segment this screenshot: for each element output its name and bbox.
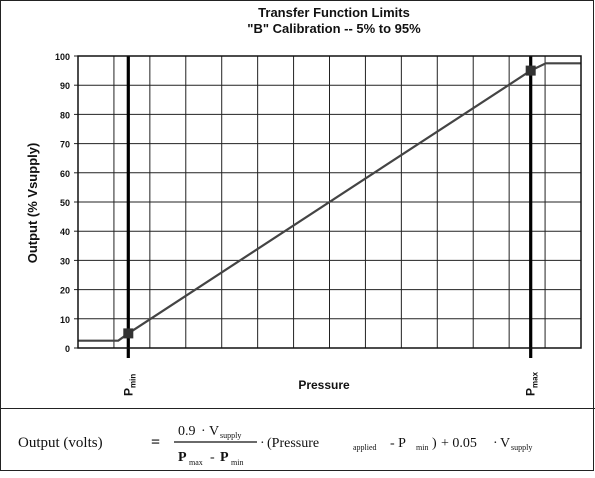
formula-mid-close: )	[432, 436, 437, 451]
y-tick-label: 100	[55, 52, 70, 62]
formula-tail-sub: supply	[511, 443, 532, 452]
formula-mid-open: (Pressure	[267, 436, 319, 451]
formula-lhs: Output (volts)	[18, 435, 103, 451]
formula-den-p1: P	[178, 450, 187, 465]
y-tick-label: 0	[65, 344, 70, 354]
series-line	[78, 62, 581, 342]
y-tick-label: 10	[60, 315, 70, 325]
plot-frame	[77, 55, 582, 349]
y-tick-label: 40	[60, 227, 70, 237]
formula-num-dot: ·	[201, 424, 206, 439]
series-lines	[78, 62, 581, 342]
y-tick-label: 30	[60, 256, 70, 266]
formula-mid-minus: - P	[390, 436, 406, 451]
formula-plus: + 0.05	[441, 436, 477, 451]
marker-label-pmax: Pmax	[524, 371, 540, 396]
formula-num-v-sub: supply	[220, 431, 241, 440]
formula-mid-pmin-sub: min	[416, 443, 428, 452]
x-markers: Pmin Pmax	[121, 56, 540, 396]
y-tick-label: 50	[60, 198, 70, 208]
x-axis-label: Pressure	[298, 378, 350, 392]
formula-graphic: Output (volts) = 0.9 · V supply P max - …	[18, 424, 532, 467]
transfer-function-chart: 0 10 20 30 40 50 60 70 80 90 100 Pmin Pmax Transfer…	[25, 5, 582, 396]
formula-mid-dot: ·	[260, 436, 265, 451]
y-tick-label: 20	[60, 286, 70, 296]
y-tick-label: 60	[60, 169, 70, 179]
plot-area-border	[77, 55, 582, 349]
formula-num-coef: 0.9	[178, 424, 196, 439]
formula-num-v: V	[209, 424, 219, 439]
y-axis-label: Output (% Vsupply)	[25, 143, 40, 264]
formula-den-p2-sub: min	[231, 458, 243, 467]
y-tick-label: 70	[60, 140, 70, 150]
chart-subtitle: "B" Calibration -- 5% to 95%	[247, 21, 421, 36]
transfer-function-formula: Output (volts) = 0.9 · V supply P max - …	[1, 408, 595, 472]
formula-den-minus: -	[210, 450, 215, 465]
formula-equals: =	[151, 434, 160, 451]
formula-tail-dot: ·	[493, 436, 498, 451]
grid-lines	[74, 55, 581, 349]
formula-den-p1-sub: max	[189, 458, 203, 467]
y-tick-label: 90	[60, 81, 70, 91]
y-tick-labels: 0 10 20 30 40 50 60 70 80 90 100	[55, 52, 70, 354]
formula-mid-sub: applied	[353, 443, 377, 452]
data-point	[525, 65, 536, 76]
data-point	[123, 328, 134, 339]
formula-den-p2: P	[220, 450, 229, 465]
formula-tail-v: V	[500, 436, 510, 451]
marker-label-pmin: Pmin	[121, 374, 137, 396]
chart-title: Transfer Function Limits	[258, 5, 410, 20]
y-tick-label: 80	[60, 110, 70, 120]
data-points	[123, 65, 536, 339]
